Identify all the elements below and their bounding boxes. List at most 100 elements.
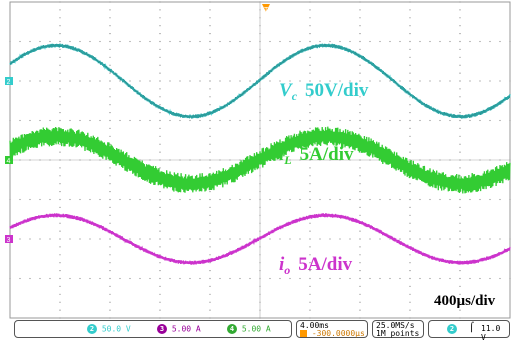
- grid-dot: [479, 277, 481, 280]
- grid-dot: [59, 40, 61, 43]
- grid-dot: [309, 222, 311, 224]
- grid-dot: [59, 277, 61, 280]
- grid-dot: [249, 238, 251, 240]
- grid-dot: [109, 40, 111, 43]
- grid-dot: [409, 96, 411, 98]
- grid-dot: [189, 198, 191, 201]
- grid-dot: [239, 238, 241, 240]
- grid-dot: [399, 40, 401, 43]
- grid-dot: [219, 238, 221, 240]
- grid-dot: [479, 119, 481, 122]
- grid-dot: [239, 40, 241, 43]
- grid-dot: [459, 167, 461, 169]
- grid-dot: [49, 277, 51, 280]
- grid-dot: [109, 198, 111, 201]
- grid-dot: [159, 285, 161, 287]
- grid-dot: [229, 40, 231, 43]
- grid-dot: [149, 80, 151, 82]
- channel-scale-bar[interactable]: 2 50.0 V 3 5.00 A 4 5.00 A: [14, 320, 292, 338]
- grid-dot: [239, 80, 241, 82]
- grid-dot: [409, 72, 411, 74]
- grid-dot: [359, 88, 361, 90]
- grid-dot: [229, 80, 231, 82]
- grid-dot: [219, 80, 221, 82]
- trigger-box[interactable]: 2 ⌠ 11.0 V: [428, 320, 510, 342]
- grid-dot: [59, 56, 61, 58]
- grid-dot: [59, 183, 61, 185]
- grid-dot: [409, 230, 411, 232]
- grid-dot: [59, 167, 61, 169]
- grid-dot: [159, 206, 161, 208]
- grid-dot: [99, 198, 101, 201]
- grid-dot: [59, 293, 61, 295]
- grid-dot: [159, 167, 161, 169]
- channel-2-scale: 50.0 V: [101, 324, 131, 334]
- grid-dot: [309, 183, 311, 185]
- grid-dot: [89, 277, 91, 280]
- grid-dot: [369, 80, 371, 82]
- grid-dot: [359, 230, 361, 232]
- grid-dot: [139, 277, 141, 280]
- grid-dot: [229, 238, 231, 240]
- timebase-box[interactable]: 4.00ms -300.0000µs: [296, 320, 368, 338]
- grid-dot: [109, 17, 111, 19]
- grid-dot: [189, 80, 191, 82]
- grid-dot: [199, 40, 201, 43]
- grid-dot: [319, 277, 321, 280]
- channel-3-marker: [5, 235, 13, 243]
- grid-dot: [9, 40, 11, 43]
- grid-dot: [199, 238, 201, 240]
- grid-dot: [119, 119, 121, 122]
- grid-dot: [379, 198, 381, 201]
- grid-dot: [359, 246, 361, 248]
- grid-dot: [479, 80, 481, 82]
- grid-dot: [499, 40, 501, 43]
- grid-dot: [459, 285, 461, 287]
- grid-dot: [59, 262, 61, 264]
- grid-dot: [169, 80, 171, 82]
- grid-dot: [299, 40, 301, 43]
- grid-dot: [159, 25, 161, 27]
- grid-dot: [109, 262, 111, 264]
- grid-dot: [59, 285, 61, 287]
- grid-dot: [149, 119, 151, 122]
- grid-dot: [309, 198, 311, 201]
- grid-dot: [159, 317, 161, 319]
- grid-dot: [459, 119, 461, 122]
- grid-dot: [159, 270, 161, 272]
- grid-dot: [109, 1, 111, 3]
- grid-dot: [409, 88, 411, 90]
- grid-dot: [109, 104, 111, 106]
- grid-dot: [459, 25, 461, 27]
- grid-dot: [359, 191, 361, 193]
- grid-dot: [209, 198, 211, 201]
- grid-dot: [309, 119, 311, 122]
- grid-dot: [439, 80, 441, 82]
- grid-dot: [159, 151, 161, 153]
- trigger-channel-badge: 2: [447, 324, 457, 334]
- grid-dot: [409, 119, 411, 122]
- grid-dot: [109, 64, 111, 66]
- grid-dot: [359, 25, 361, 27]
- grid-dot: [109, 293, 111, 295]
- grid-dot: [339, 198, 341, 201]
- grid-dot: [109, 88, 111, 90]
- trace-c-edge: [9, 43, 511, 119]
- grid-dot: [159, 48, 161, 51]
- channel-3-scale: 5.00 A: [171, 324, 201, 334]
- grid-dot: [119, 277, 121, 280]
- grid-dot: [29, 238, 31, 240]
- grid-dot: [209, 151, 211, 153]
- grid-dot: [449, 238, 451, 240]
- grid-dot: [279, 238, 281, 240]
- grid-dot: [409, 198, 411, 201]
- grid-dot: [459, 40, 461, 43]
- acquisition-box[interactable]: 25.0MS/s 1M points: [372, 320, 424, 338]
- trace-label-o: io 5A/div: [279, 254, 353, 277]
- rising-edge-icon: ⌠: [469, 323, 475, 333]
- grid-dot: [329, 40, 331, 43]
- grid-dot: [229, 119, 231, 122]
- grid-dot: [359, 183, 361, 185]
- grid-dot: [109, 317, 111, 319]
- grid-dot: [79, 198, 81, 201]
